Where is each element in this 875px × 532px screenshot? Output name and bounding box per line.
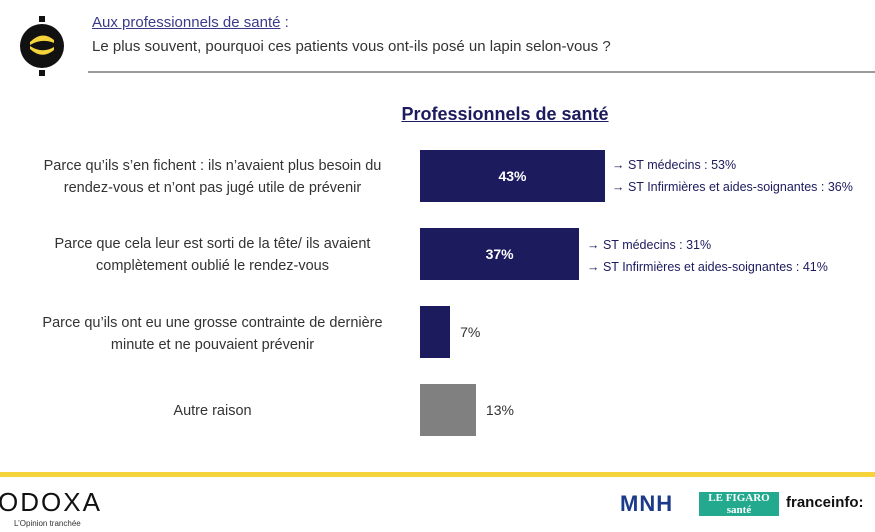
mnh-logo: MNH bbox=[620, 491, 674, 516]
chart-title: Professionnels de santé bbox=[401, 104, 609, 124]
header-divider bbox=[88, 71, 875, 73]
annotation: → ST Infirmières et aides-soignantes : 3… bbox=[612, 180, 853, 194]
bar-value-label: 43% bbox=[498, 168, 527, 184]
bar-value-label: 37% bbox=[485, 246, 514, 262]
figaro-sante-logo: LE FIGARO santé bbox=[699, 492, 779, 516]
annotation: → ST Infirmières et aides-soignantes : 4… bbox=[587, 260, 828, 274]
odoxa-logo: ODOXA bbox=[0, 487, 102, 517]
bar bbox=[420, 306, 451, 358]
footer-accent-bar bbox=[0, 472, 875, 477]
bar bbox=[420, 384, 476, 436]
franceinfo-logo: franceinfo: bbox=[786, 494, 864, 511]
odoxa-tagline: L’Opinion tranchée bbox=[14, 519, 81, 528]
category-label: Parce qu’ils s’en fichent : ils n’avaien… bbox=[43, 158, 382, 196]
category-label: Autre raison bbox=[173, 403, 252, 419]
bar-value-label: 7% bbox=[460, 324, 481, 340]
annotation: → ST médecins : 31% bbox=[587, 238, 712, 252]
odoxa-badge-icon bbox=[20, 16, 64, 76]
question-text: Le plus souvent, pourquoi ces patients v… bbox=[92, 38, 611, 55]
category-label: Parce que cela leur est sorti de la tête… bbox=[54, 236, 371, 274]
bar bbox=[420, 228, 580, 280]
bar bbox=[420, 150, 605, 202]
audience-label: Aux professionnels de santé : bbox=[92, 14, 289, 31]
bar-value-label: 13% bbox=[485, 402, 514, 418]
annotation: → ST médecins : 53% bbox=[612, 158, 737, 172]
category-label: Parce qu’ils ont eu une grosse contraint… bbox=[42, 315, 383, 353]
